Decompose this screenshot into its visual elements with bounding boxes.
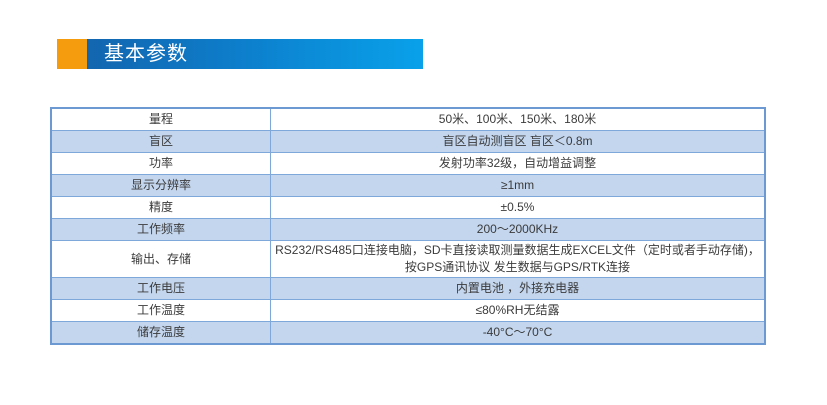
param-label: 工作温度 — [50, 299, 271, 322]
param-label: 显示分辨率 — [50, 174, 271, 197]
param-value: -40°C～70°C — [270, 321, 766, 345]
param-label: 精度 — [50, 196, 271, 219]
param-value: ±0.5% — [270, 196, 766, 219]
table-row: 显示分辨率 ≥1mm — [50, 174, 766, 197]
section-header-banner: 基本参数 — [57, 39, 423, 69]
table-row: 输出、存储 RS232/RS485口连接电脑，SD卡直接读取测量数据生成EXCEL… — [50, 240, 766, 278]
param-value: RS232/RS485口连接电脑，SD卡直接读取测量数据生成EXCEL文件（定时… — [270, 240, 766, 278]
param-label: 输出、存储 — [50, 240, 271, 278]
param-label: 储存温度 — [50, 321, 271, 345]
param-value: 200～2000KHz — [270, 218, 766, 241]
table-row: 工作电压 内置电池 ，外接充电器 — [50, 277, 766, 300]
param-value: ≥1mm — [270, 174, 766, 197]
param-value-line: 50米、100米、150米、180米 — [438, 112, 597, 126]
orange-accent-block — [57, 39, 87, 69]
param-value: 50米、100米、150米、180米 — [270, 107, 766, 131]
spec-table: 量程 50米、100米、150米、180米盲区 盲区自动测盲区 盲区＜0.8m 功率 发… — [50, 107, 766, 345]
table-row: 量程 50米、100米、150米、180米 — [50, 107, 766, 131]
param-label: 工作电压 — [50, 277, 271, 300]
spec-table-body: 量程 50米、100米、150米、180米盲区 盲区自动测盲区 盲区＜0.8m 功率 发… — [50, 107, 766, 345]
param-label: 盲区 — [50, 130, 271, 153]
param-value-line: 按GPS通讯协议 发生数据与GPS/RTK连接 — [404, 260, 631, 274]
table-row: 精度 ±0.5% — [50, 196, 766, 219]
section-title: 基本参数 — [104, 43, 188, 65]
table-row: 工作温度 ≤80%RH无结露 — [50, 299, 766, 322]
table-row: 功率 发射功率32级，自动增益调整 — [50, 152, 766, 175]
table-row: 盲区 盲区自动测盲区 盲区＜0.8m — [50, 130, 766, 153]
param-value: ≤80%RH无结露 — [270, 299, 766, 322]
param-value-line: ±0.5% — [500, 200, 535, 214]
param-label: 功率 — [50, 152, 271, 175]
param-value-line: -40°C～70°C — [482, 325, 553, 339]
param-value: 内置电池 ，外接充电器 — [270, 277, 766, 300]
table-row: 工作频率 200～2000KHz — [50, 218, 766, 241]
param-value-line: RS232/RS485口连接电脑，SD卡直接读取测量数据生成EXCEL文件（定时… — [275, 243, 760, 257]
param-label: 量程 — [50, 107, 271, 131]
param-value-line: 内置电池 ，外接充电器 — [455, 281, 580, 295]
table-row: 储存温度 -40°C～70°C — [50, 321, 766, 345]
param-value-line: 盲区自动测盲区 盲区＜0.8m — [442, 134, 593, 148]
param-value: 盲区自动测盲区 盲区＜0.8m — [270, 130, 766, 153]
param-value: 发射功率32级，自动增益调整 — [270, 152, 766, 175]
param-label: 工作频率 — [50, 218, 271, 241]
param-value-line: 发射功率32级，自动增益调整 — [438, 156, 597, 170]
param-value-line: ≤80%RH无结露 — [475, 303, 560, 317]
param-value-line: ≥1mm — [500, 178, 535, 192]
banner-gradient-bar: 基本参数 — [87, 39, 423, 69]
param-value-line: 200～2000KHz — [476, 222, 559, 236]
